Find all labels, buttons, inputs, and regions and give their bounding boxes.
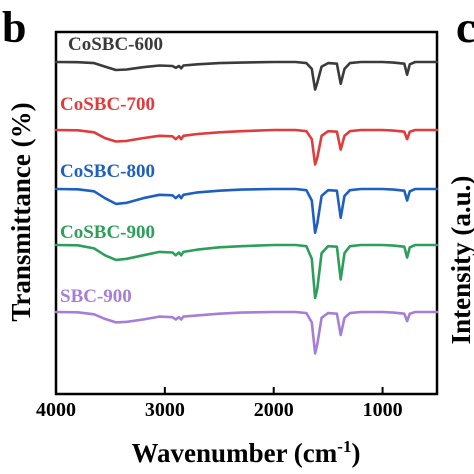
- series-line: [54, 60, 439, 91]
- neighbor-axis-fragment: Intensity (a.u.): [446, 176, 474, 345]
- series-line: [54, 128, 439, 166]
- series-line: [54, 187, 439, 234]
- series-label: CoSBC-900: [60, 222, 155, 243]
- x-tick-label: 4000: [36, 399, 76, 421]
- series-labels: CoSBC-600 CoSBC-700 CoSBC-800 CoSBC-900 SBC-…: [60, 34, 163, 307]
- x-axis-ticks: 4000 3000 2000 1000: [36, 387, 403, 421]
- x-tick-label: 2000: [254, 399, 294, 421]
- series-group: [54, 60, 439, 355]
- series-line: [54, 243, 439, 300]
- x-tick-label: 3000: [145, 399, 185, 421]
- x-axis-title-superscript: -1: [337, 437, 351, 456]
- plot-frame: [54, 30, 439, 396]
- y-axis-title: Transmittance (%): [6, 102, 36, 321]
- series-label: CoSBC-700: [60, 94, 155, 115]
- neighbor-panel-label: c: [456, 3, 474, 52]
- x-tick-label: 1000: [363, 399, 403, 421]
- series-label: CoSBC-600: [68, 34, 163, 55]
- x-axis-title-main: Wavenumber (cm: [132, 438, 338, 468]
- series-label: SBC-900: [60, 286, 132, 307]
- x-axis-title-close: ): [351, 438, 360, 468]
- series-line: [54, 310, 439, 355]
- x-axis-title: Wavenumber (cm-1): [132, 437, 361, 468]
- series-label: CoSBC-800: [60, 161, 155, 182]
- panel-label: b: [2, 3, 26, 52]
